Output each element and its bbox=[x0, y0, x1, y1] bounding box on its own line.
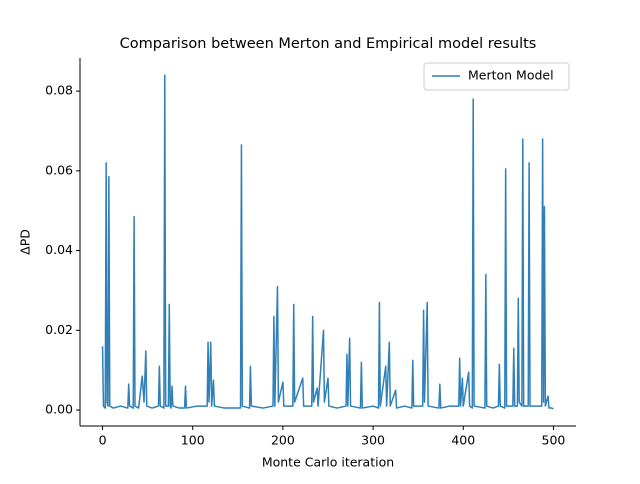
x-tick-label: 300 bbox=[361, 433, 385, 448]
y-tick-label: 0.06 bbox=[45, 162, 73, 177]
data-line bbox=[101, 74, 554, 410]
y-tick-label: 0.08 bbox=[45, 83, 73, 98]
y-tick-label: 0.04 bbox=[45, 242, 73, 257]
legend-box bbox=[423, 62, 570, 91]
x-axis-label: Monte Carlo iteration bbox=[262, 455, 394, 470]
x-tick-label: 0 bbox=[99, 433, 107, 448]
x-tick-label: 100 bbox=[181, 433, 205, 448]
x-tick-label: 500 bbox=[542, 433, 566, 448]
x-tick-label: 200 bbox=[271, 433, 295, 448]
y-tick-label: 0.02 bbox=[45, 322, 73, 337]
legend-label: Merton Model bbox=[468, 68, 554, 83]
y-axis-label: ΔPD bbox=[18, 229, 33, 255]
x-tick-label: 400 bbox=[451, 433, 475, 448]
y-tick-label: 0.00 bbox=[45, 402, 73, 417]
chart-title: Comparison between Merton and Empirical … bbox=[120, 36, 537, 52]
